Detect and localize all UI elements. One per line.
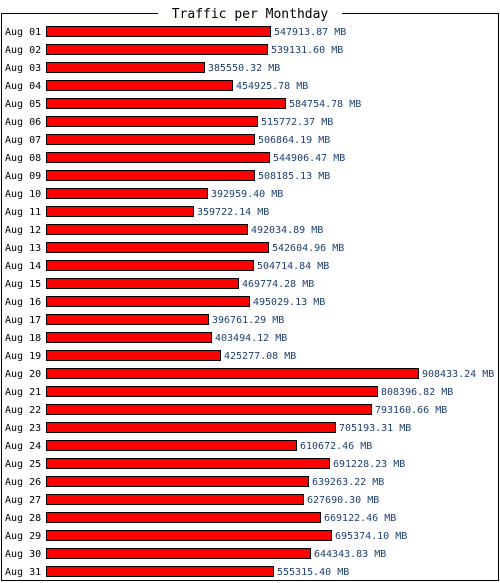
value-label: 705193.31 MB bbox=[339, 423, 411, 434]
value-label: 793160.66 MB bbox=[375, 405, 447, 416]
traffic-bar bbox=[46, 494, 304, 505]
day-label: Aug 01 bbox=[5, 27, 41, 38]
traffic-bar bbox=[46, 116, 258, 127]
value-label: 610672.46 MB bbox=[300, 441, 372, 452]
day-label: Aug 12 bbox=[5, 225, 41, 236]
traffic-bar bbox=[46, 152, 270, 163]
value-label: 542604.96 MB bbox=[272, 243, 344, 254]
traffic-bar bbox=[46, 404, 372, 415]
traffic-bar bbox=[46, 386, 378, 397]
day-label: Aug 24 bbox=[5, 441, 41, 452]
day-label: Aug 26 bbox=[5, 477, 41, 488]
traffic-bar bbox=[46, 224, 248, 235]
day-label: Aug 28 bbox=[5, 513, 41, 524]
day-label: Aug 14 bbox=[5, 261, 41, 272]
traffic-bar bbox=[46, 368, 419, 379]
traffic-bar bbox=[46, 26, 271, 37]
traffic-bar bbox=[46, 548, 311, 559]
bar-rows: Aug 01 547913.87 MB Aug 02 539131.60 MB Aug … bbox=[5, 26, 494, 578]
value-label: 695374.10 MB bbox=[335, 531, 407, 542]
day-label: Aug 20 bbox=[5, 369, 41, 380]
value-label: 469774.28 MB bbox=[242, 279, 314, 290]
traffic-bar bbox=[46, 314, 209, 325]
traffic-bar bbox=[46, 458, 330, 469]
value-label: 425277.08 MB bbox=[224, 351, 296, 362]
day-label: Aug 30 bbox=[5, 549, 41, 560]
day-label: Aug 11 bbox=[5, 207, 41, 218]
traffic-bar bbox=[46, 260, 254, 271]
day-label: Aug 15 bbox=[5, 279, 41, 290]
value-label: 359722.14 MB bbox=[197, 207, 269, 218]
value-label: 508185.13 MB bbox=[258, 171, 330, 182]
value-label: 644343.83 MB bbox=[314, 549, 386, 560]
day-label: Aug 18 bbox=[5, 333, 41, 344]
traffic-bar bbox=[46, 134, 255, 145]
traffic-bar bbox=[46, 530, 332, 541]
value-label: 454925.78 MB bbox=[236, 81, 308, 92]
day-label: Aug 10 bbox=[5, 189, 41, 200]
value-label: 669122.46 MB bbox=[324, 513, 396, 524]
value-label: 506864.19 MB bbox=[258, 135, 330, 146]
day-label: Aug 16 bbox=[5, 297, 41, 308]
day-label: Aug 19 bbox=[5, 351, 41, 362]
value-label: 492034.89 MB bbox=[251, 225, 323, 236]
value-label: 639263.22 MB bbox=[312, 477, 384, 488]
traffic-bar bbox=[46, 242, 269, 253]
traffic-bar bbox=[46, 188, 208, 199]
day-label: Aug 25 bbox=[5, 459, 41, 470]
traffic-bar bbox=[46, 566, 274, 577]
value-label: 539131.60 MB bbox=[271, 45, 343, 56]
traffic-bar bbox=[46, 440, 297, 451]
value-label: 495029.13 MB bbox=[253, 297, 325, 308]
day-label: Aug 13 bbox=[5, 243, 41, 254]
day-label: Aug 21 bbox=[5, 387, 41, 398]
chart-title-background bbox=[158, 5, 342, 21]
day-label: Aug 23 bbox=[5, 423, 41, 434]
traffic-bar bbox=[46, 476, 309, 487]
traffic-bar bbox=[46, 170, 255, 181]
traffic-bar bbox=[46, 332, 212, 343]
value-label: 691228.23 MB bbox=[333, 459, 405, 470]
day-label: Aug 27 bbox=[5, 495, 41, 506]
value-label: 547913.87 MB bbox=[274, 27, 346, 38]
traffic-bar bbox=[46, 296, 250, 307]
chart-title: Traffic per Monthday bbox=[172, 7, 329, 22]
value-label: 584754.78 MB bbox=[289, 99, 361, 110]
traffic-bar bbox=[46, 278, 239, 289]
value-label: 908433.24 MB bbox=[422, 369, 494, 380]
value-label: 544906.47 MB bbox=[273, 153, 345, 164]
traffic-bar bbox=[46, 44, 268, 55]
day-label: Aug 09 bbox=[5, 171, 41, 182]
traffic-bar bbox=[46, 206, 194, 217]
value-label: 504714.84 MB bbox=[257, 261, 329, 272]
traffic-bar bbox=[46, 62, 205, 73]
value-label: 403494.12 MB bbox=[215, 333, 287, 344]
day-label: Aug 07 bbox=[5, 135, 41, 146]
day-label: Aug 17 bbox=[5, 315, 41, 326]
value-label: 627690.30 MB bbox=[307, 495, 379, 506]
day-label: Aug 06 bbox=[5, 117, 41, 128]
day-label: Aug 29 bbox=[5, 531, 41, 542]
day-label: Aug 31 bbox=[5, 567, 41, 578]
day-label: Aug 04 bbox=[5, 81, 41, 92]
day-label: Aug 02 bbox=[5, 45, 41, 56]
traffic-bar bbox=[46, 512, 321, 523]
day-label: Aug 03 bbox=[5, 63, 41, 74]
traffic-bar bbox=[46, 80, 233, 91]
day-label: Aug 22 bbox=[5, 405, 41, 416]
value-label: 515772.37 MB bbox=[261, 117, 333, 128]
value-label: 396761.29 MB bbox=[212, 315, 284, 326]
value-label: 808396.82 MB bbox=[381, 387, 453, 398]
value-label: 392959.40 MB bbox=[211, 189, 283, 200]
day-label: Aug 08 bbox=[5, 153, 41, 164]
value-label: 555315.40 MB bbox=[277, 567, 349, 578]
day-label: Aug 05 bbox=[5, 99, 41, 110]
traffic-bar bbox=[46, 422, 336, 433]
traffic-bar bbox=[46, 98, 286, 109]
value-label: 385550.32 MB bbox=[208, 63, 280, 74]
traffic-bar bbox=[46, 350, 221, 361]
